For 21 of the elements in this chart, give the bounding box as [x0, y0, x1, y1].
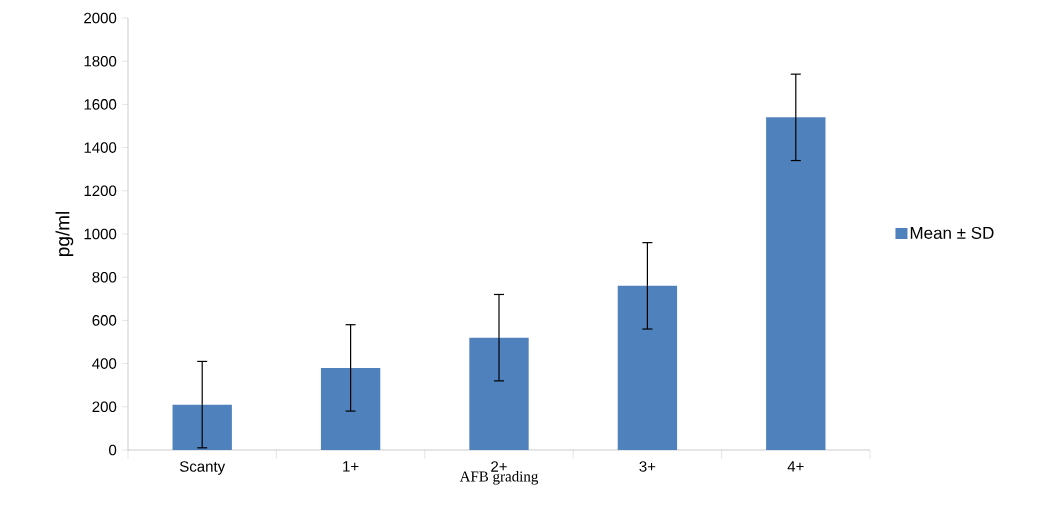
y-tick-label: 1200: [84, 185, 117, 197]
x-tick-label: 3+: [639, 461, 656, 472]
y-tick-label: 1400: [84, 142, 117, 153]
y-tick-label: 1800: [84, 55, 117, 67]
y-tick-label: 1000: [84, 228, 117, 240]
y-tick-label: 200: [92, 401, 117, 413]
x-tick-label: 2+: [491, 461, 507, 472]
bar: [469, 337, 529, 450]
bar: [617, 285, 678, 450]
legend-label: Mean ± SD: [910, 226, 994, 239]
x-tick-label: Scanty: [179, 461, 226, 475]
y-tick-label: 0: [109, 444, 117, 456]
x-tick-label: 4+: [787, 461, 804, 472]
y-tick-label: 1600: [84, 99, 117, 110]
y-tick-label: 600: [92, 315, 117, 326]
x-tick-label: 1+: [343, 461, 359, 472]
y-tick-label: 400: [92, 358, 117, 369]
y-tick-label: 2000: [84, 12, 117, 24]
y-axis-title: pg/ml: [55, 212, 74, 256]
bar: [766, 117, 826, 450]
y-tick-label: 800: [92, 271, 117, 283]
